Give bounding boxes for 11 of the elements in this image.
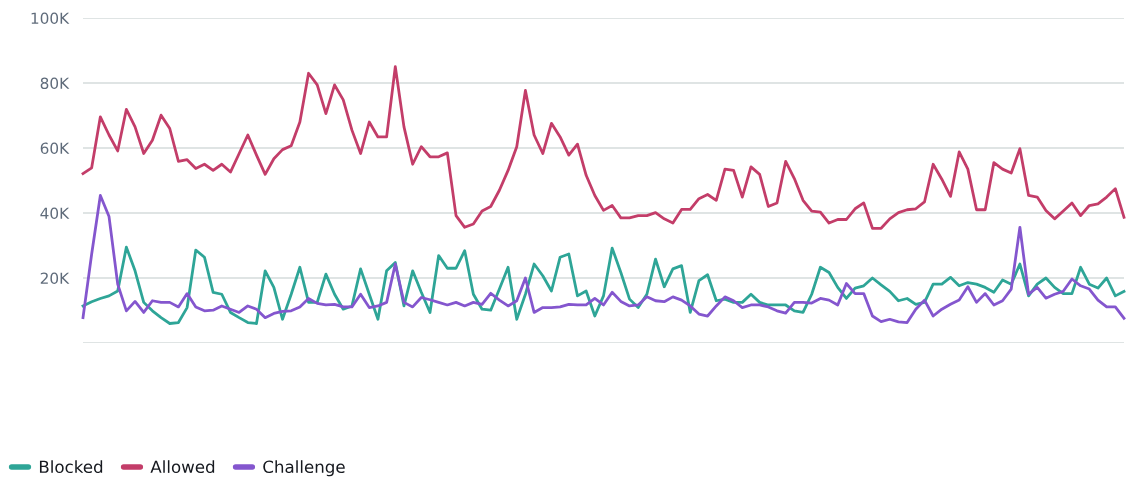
y-tick-label: 100K: [31, 12, 70, 25]
y-tick-label: 40K: [40, 207, 70, 220]
y-tick-label: 80K: [40, 77, 70, 90]
legend-label: Blocked: [39, 460, 103, 474]
y-tick-label: 20K: [40, 272, 70, 285]
line-series: [81, 194, 1126, 324]
y-tick-label: 60K: [40, 142, 70, 155]
legend-label: Allowed: [150, 460, 215, 474]
legend-label: Challenge: [263, 460, 345, 477]
line-series: [81, 245, 1126, 325]
line-series: [81, 65, 1126, 230]
